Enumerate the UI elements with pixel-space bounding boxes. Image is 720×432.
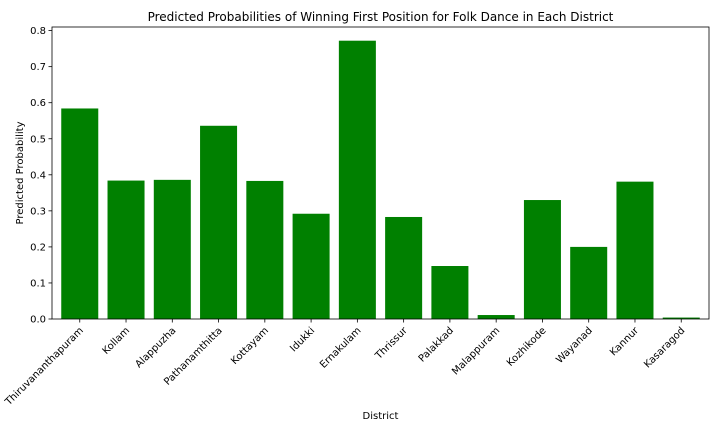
x-tick-label: Kozhikode — [505, 325, 549, 369]
x-axis: Thiruvananthapuram Kollam AlappuzhaPathana… — [3, 319, 687, 408]
bar-idukki — [292, 213, 330, 319]
y-tick-label: 0.7 — [30, 62, 46, 73]
x-tick-label: Thiruvananthapuram — [3, 325, 86, 408]
y-tick-label: 0.0 — [30, 315, 46, 326]
x-tick-label: Malappuram — [450, 325, 502, 377]
bar-kasaragod — [662, 317, 700, 319]
bar-wayanad — [570, 246, 608, 319]
bars-group — [61, 40, 700, 320]
y-tick-label: 0.2 — [30, 242, 46, 253]
bar-palakkad — [431, 266, 469, 319]
y-tick-label: 0.3 — [30, 206, 46, 217]
bar-ernakulam — [338, 40, 376, 320]
bar-kannur — [616, 181, 654, 319]
bar-thrissur — [385, 216, 423, 319]
bar-kollam — [107, 180, 145, 319]
x-tick-label: Ernakulam — [318, 325, 363, 370]
x-tick-label: Kottayam — [229, 325, 271, 367]
x-tick-label: Kasaragod — [642, 325, 687, 370]
y-axis: 0.0 0.1 0.2 0.3 0.4 0.5 0.6 0.7 0.8 — [30, 26, 52, 326]
x-tick-label: Idukki — [288, 325, 317, 354]
x-tick-label: Palakkad — [417, 325, 456, 364]
y-tick-label: 0.1 — [30, 278, 46, 289]
y-tick-label: 0.4 — [30, 170, 46, 181]
y-axis-label: Predicted Probability — [15, 121, 26, 224]
x-tick-label: Alappuzha — [134, 325, 179, 370]
x-tick-label: Wayanad — [554, 325, 594, 365]
plot-frame — [51, 26, 710, 320]
bar-pathanamthitta — [200, 125, 238, 320]
y-tick-label: 0.8 — [30, 26, 46, 37]
bar-kozhikode — [523, 200, 561, 319]
y-tick-label: 0.6 — [30, 98, 46, 109]
x-tick-label: Kannur — [608, 325, 642, 359]
x-tick-label: Kollam — [101, 325, 133, 357]
bar-thiruvananthapuram — [61, 108, 99, 319]
chart-title: Predicted Probabilities of Winning First… — [148, 10, 614, 24]
bar-kottayam — [246, 180, 284, 319]
x-tick-label: Thrissur — [373, 325, 411, 363]
y-tick-label: 0.5 — [30, 134, 46, 145]
bar-alappuzha — [153, 179, 191, 319]
x-axis-label: District — [363, 411, 399, 422]
bar-malappuram — [477, 315, 515, 319]
